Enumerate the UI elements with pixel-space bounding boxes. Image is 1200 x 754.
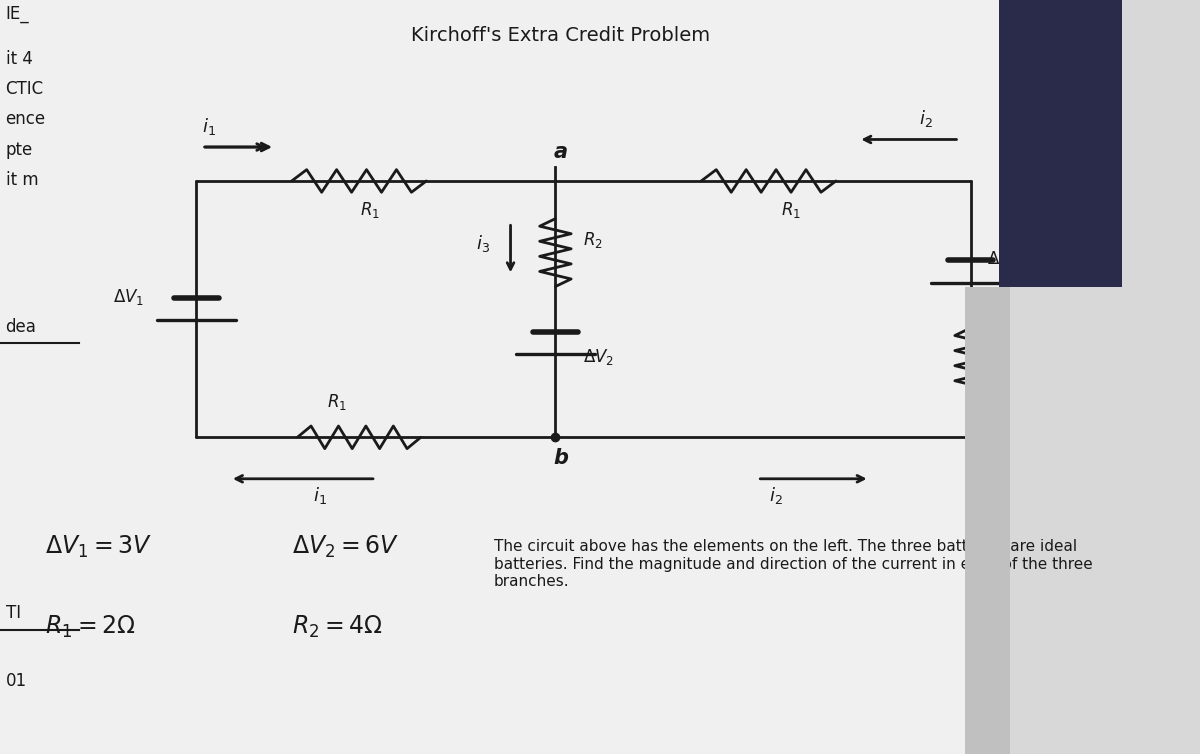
FancyBboxPatch shape [965, 287, 1010, 754]
Text: 01: 01 [6, 672, 26, 690]
Text: $R_1$: $R_1$ [326, 392, 347, 412]
Text: $\Delta V_1$: $\Delta V_1$ [114, 287, 144, 307]
Text: it m: it m [6, 170, 38, 188]
Text: $R_2$: $R_2$ [583, 230, 604, 250]
Text: $i_1$: $i_1$ [202, 116, 216, 137]
Text: $i_3$: $i_3$ [475, 233, 490, 254]
Text: CTIC: CTIC [6, 80, 43, 98]
Text: $R_1$: $R_1$ [360, 200, 380, 220]
Text: $i_1$: $i_1$ [313, 486, 326, 507]
Text: a: a [554, 143, 568, 162]
Text: $\Delta V_2= 6V$: $\Delta V_2= 6V$ [292, 534, 398, 560]
Text: The circuit above has the elements on the left. The three batteries are ideal
ba: The circuit above has the elements on th… [493, 539, 1092, 589]
Text: TI: TI [6, 604, 20, 622]
Text: $R_1$: $R_1$ [988, 354, 1007, 375]
Text: pte: pte [6, 140, 32, 158]
Text: $\Delta V_2$: $\Delta V_2$ [583, 347, 614, 367]
Text: $i_2$: $i_2$ [919, 109, 932, 130]
Text: IE_: IE_ [6, 5, 29, 23]
Text: $R_1= 2\Omega$: $R_1= 2\Omega$ [44, 613, 136, 639]
Text: Kirchoff's Extra Credit Problem: Kirchoff's Extra Credit Problem [412, 26, 710, 45]
Text: $\Delta V_2$: $\Delta V_2$ [988, 249, 1019, 269]
Text: $R_2= 4\Omega$: $R_2= 4\Omega$ [292, 613, 383, 639]
Text: it 4: it 4 [6, 50, 32, 68]
Text: b: b [553, 448, 569, 467]
FancyBboxPatch shape [998, 0, 1122, 287]
Text: $R_1$: $R_1$ [781, 200, 802, 220]
Text: ence: ence [6, 110, 46, 128]
Text: $\Delta V_1= 3V$: $\Delta V_1= 3V$ [44, 534, 151, 560]
Text: dea: dea [6, 317, 36, 336]
Text: $i_2$: $i_2$ [769, 486, 782, 507]
FancyBboxPatch shape [0, 0, 1010, 754]
